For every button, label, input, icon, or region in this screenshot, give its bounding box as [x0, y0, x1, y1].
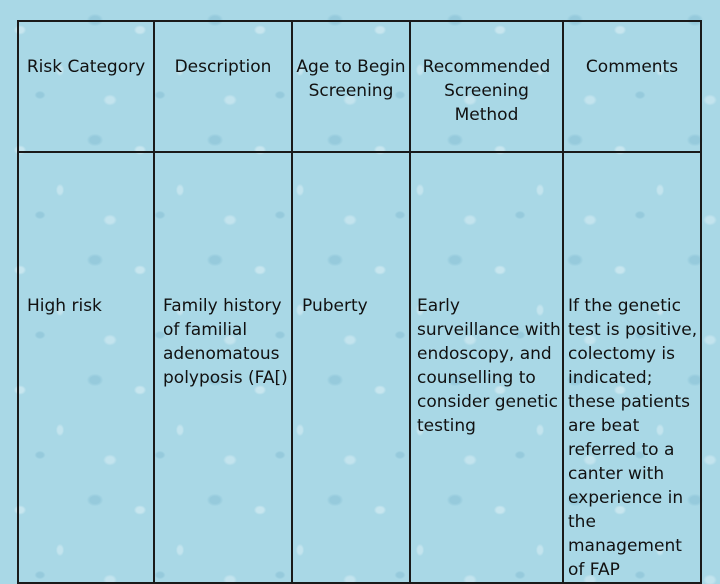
description-value: Family history of familial adenomatous p… [163, 296, 288, 388]
cell-description: Family history of familial adenomatous p… [153, 151, 293, 584]
cell-age: Puberty [291, 151, 411, 584]
header-description: Description [153, 20, 293, 153]
age-value: Puberty [302, 296, 368, 316]
risk-category-value: High risk [27, 296, 102, 316]
header-comments: Comments [562, 20, 702, 153]
header-method-label: Recommended Screening Method [422, 57, 551, 125]
screening-table: Risk Category Description Age to Begin S… [17, 20, 702, 584]
header-risk-category: Risk Category [17, 20, 155, 153]
table-row: High risk Family history of familial ade… [17, 151, 702, 584]
header-age-label: Age to Begin Screening [296, 57, 406, 101]
header-comments-label: Comments [585, 57, 679, 77]
cell-risk-category: High risk [17, 151, 155, 584]
comments-value: If the genetic test is positive, colecto… [568, 296, 698, 580]
header-description-label: Description [174, 57, 272, 77]
method-value: Early surveillance with endoscopy, and c… [417, 296, 561, 436]
cell-method: Early surveillance with endoscopy, and c… [409, 151, 564, 584]
header-row: Risk Category Description Age to Begin S… [17, 20, 702, 153]
header-age: Age to Begin Screening [291, 20, 411, 153]
header-method: Recommended Screening Method [409, 20, 564, 153]
header-risk-category-label: Risk Category [26, 57, 146, 77]
cell-comments: If the genetic test is positive, colecto… [562, 151, 702, 584]
